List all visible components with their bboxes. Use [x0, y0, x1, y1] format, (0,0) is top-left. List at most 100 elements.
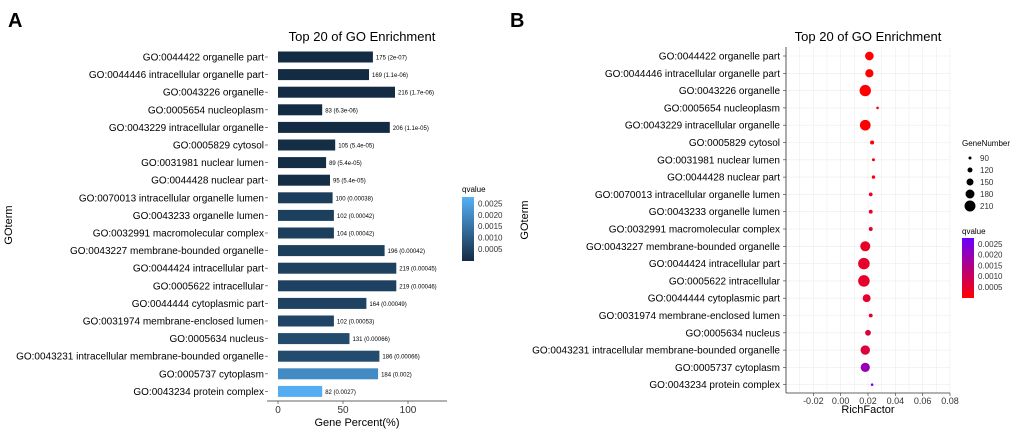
- chart-a-category-labels: GO:0044422 organelle part GO:0044446 intr…: [16, 53, 265, 398]
- chart-a-category-label: GO:0044428 nuclear part: [151, 176, 264, 187]
- chart-a-bar: [278, 227, 334, 239]
- chart-b-point: [870, 383, 874, 386]
- chart-b-category-label: GO:0044422 organelle part: [659, 52, 780, 63]
- chart-b-legend-tick-label: 0.0015: [978, 261, 1003, 270]
- chart-a-legend-tick-label: 0.0010: [478, 234, 503, 243]
- chart-b-point: [870, 140, 875, 145]
- chart-a-bar: [278, 192, 333, 204]
- chart-b-category-label: GO:0031981 nuclear lumen: [657, 155, 780, 166]
- chart-a-bar: [278, 315, 334, 327]
- chart-b-category-labels: GO:0044422 organelle part GO:0044446 intr…: [532, 52, 781, 392]
- chart-a-bar-label: 184 (0.002): [381, 372, 412, 378]
- chart-a-legend: qvalue 0.0025 0.0020 0.0015 0.0010 0.0005: [462, 185, 503, 261]
- chart-b-size-legend-dot: [968, 156, 972, 160]
- chart-a-bar-label: 186 (0.00066): [382, 355, 419, 361]
- chart-b-category-label: GO:0043234 protein complex: [649, 380, 780, 391]
- chart-a-legend-tick-label: 0.0005: [478, 245, 503, 254]
- chart-b-point: [868, 227, 873, 231]
- chart-a-category-label: GO:0043234 protein complex: [133, 387, 264, 398]
- chart-a-bars: [278, 51, 397, 397]
- chart-a-category-label: GO:0043233 organelle lumen: [133, 211, 264, 222]
- chart-a-legend-tick-label: 0.0025: [478, 199, 503, 208]
- chart-a-category-label: GO:0005737 cytoplasm: [159, 369, 264, 380]
- chart-b-category-label: GO:0070013 intracellular organelle lumen: [595, 190, 780, 201]
- chart-a-bar: [278, 245, 385, 257]
- chart-a-bar-label: 89 (5.4e-05): [329, 161, 362, 167]
- chart-a-title: Top 20 of GO Enrichment: [289, 29, 436, 44]
- chart-a-category-label: GO:0043226 organelle: [163, 88, 265, 99]
- panel-label-a: A: [8, 10, 22, 32]
- chart-b-color-legend-title: qvalue: [962, 227, 986, 236]
- chart-b-size-legend: GeneNumber 90 120 150 180 210: [962, 139, 1010, 212]
- chart-b-category-label: GO:0005654 nucleoplasm: [664, 103, 780, 114]
- chart-b-point: [868, 313, 873, 318]
- chart-b-category-label: GO:0043233 organelle lumen: [649, 207, 780, 218]
- chart-a-category-label: GO:0043229 intracellular organelle: [109, 123, 265, 134]
- chart-b-category-label: GO:0043226 organelle: [679, 86, 781, 97]
- chart-b-category-label: GO:0005622 intracellular: [669, 276, 781, 287]
- chart-b-point: [865, 69, 874, 78]
- chart-a-category-label: GO:0070013 intracellular organelle lumen: [79, 193, 264, 204]
- chart-a-bar-label: 102 (0.00042): [337, 214, 374, 220]
- chart-b-size-legend-dot: [964, 200, 976, 212]
- chart-b-x-axis-label: RichFactor: [841, 404, 895, 416]
- chart-b-category-label: GO:0043231 intracellular membrane-bounde…: [532, 346, 780, 357]
- chart-b-size-legend-dot: [965, 189, 975, 199]
- chart-a-bar: [278, 139, 336, 151]
- chart-b-points: [858, 51, 879, 386]
- chart-a-legend-ticks: 0.0025 0.0020 0.0015 0.0010 0.0005: [474, 199, 503, 254]
- chart-a-bar-label: 102 (0.00053): [337, 320, 374, 326]
- chart-a-bar-label: 206 (1.1e-05): [393, 126, 429, 132]
- chart-a-bar-label: 219 (0.00046): [399, 284, 436, 290]
- chart-b-x-tick-label: 0.04: [887, 396, 905, 406]
- chart-a-x-tick-label: 50: [337, 405, 349, 416]
- chart-b-point: [865, 51, 874, 61]
- chart-a-bar: [278, 350, 380, 362]
- chart-a-category-label: GO:0005829 cytosol: [173, 141, 264, 152]
- chart-a-legend-tick-label: 0.0015: [478, 222, 503, 231]
- chart-b-y-axis-label: GOterm: [519, 200, 531, 239]
- chart-a-category-label: GO:0031981 nuclear lumen: [141, 158, 264, 169]
- chart-b-size-legend-label: 210: [980, 202, 994, 211]
- chart-b-category-label: GO:0044446 intracellular organelle part: [605, 69, 780, 80]
- chart-a-bar: [278, 385, 323, 397]
- chart-b-size-legend-label: 180: [980, 190, 994, 199]
- chart-b-legend-tick-label: 0.0005: [978, 283, 1003, 292]
- chart-a-bar-label: 104 (0.00042): [337, 232, 374, 238]
- chart-b-size-legend-entries: 90 120 150 180 210: [964, 154, 994, 212]
- chart-b-color-legend-colorbar: [962, 238, 974, 298]
- chart-b-x-tick-label: 0.02: [859, 396, 877, 406]
- chart-b-category-label: GO:0005829 cytosol: [689, 138, 780, 149]
- chart-a-bar: [278, 51, 373, 63]
- chart-b-point: [858, 257, 870, 270]
- chart-a-category-label: GO:0044422 organelle part: [143, 53, 264, 64]
- chart-a-bar: [278, 69, 369, 81]
- chart-b-legend-tick-label: 0.0020: [978, 251, 1003, 260]
- chart-a-bar-label: 95 (5.4e-05): [333, 179, 366, 185]
- chart-a-x-axis-label: Gene Percent(%): [315, 417, 400, 429]
- chart-a-bar: [278, 174, 330, 186]
- chart-b-point: [859, 84, 871, 97]
- chart-b-x-tick-label: -0.02: [803, 396, 824, 406]
- chart-b-point: [859, 119, 871, 131]
- chart-b-category-label: GO:0043227 membrane-bounded organelle: [586, 242, 780, 253]
- chart-a-x-tick-label: 100: [400, 405, 417, 416]
- chart-a-bar-label: 169 (1.1e-06): [372, 73, 408, 79]
- chart-b-x-ticks: -0.02 0.00 0.02 0.04 0.06 0.08: [803, 393, 959, 406]
- chart-a-category-label: GO:0005622 intracellular: [153, 281, 265, 292]
- chart-a-bar-label: 175 (2e-07): [376, 56, 407, 62]
- chart-b-point: [860, 345, 870, 355]
- chart-b-point: [871, 158, 875, 162]
- chart-a-legend-tick-label: 0.0020: [478, 211, 503, 220]
- chart-b-size-legend-dot: [967, 167, 973, 173]
- chart-b-size-legend-label: 150: [980, 178, 994, 187]
- chart-b: Top 20 of GO Enrichment GO:0044422 organ…: [519, 29, 1010, 416]
- chart-b-point: [860, 362, 870, 373]
- chart-b-size-legend-label: 120: [980, 166, 994, 175]
- chart-b-x-tick-label: 0.00: [832, 396, 850, 406]
- chart-b-point: [865, 329, 871, 336]
- chart-a-legend-title: qvalue: [462, 185, 486, 194]
- chart-b-point: [868, 192, 873, 197]
